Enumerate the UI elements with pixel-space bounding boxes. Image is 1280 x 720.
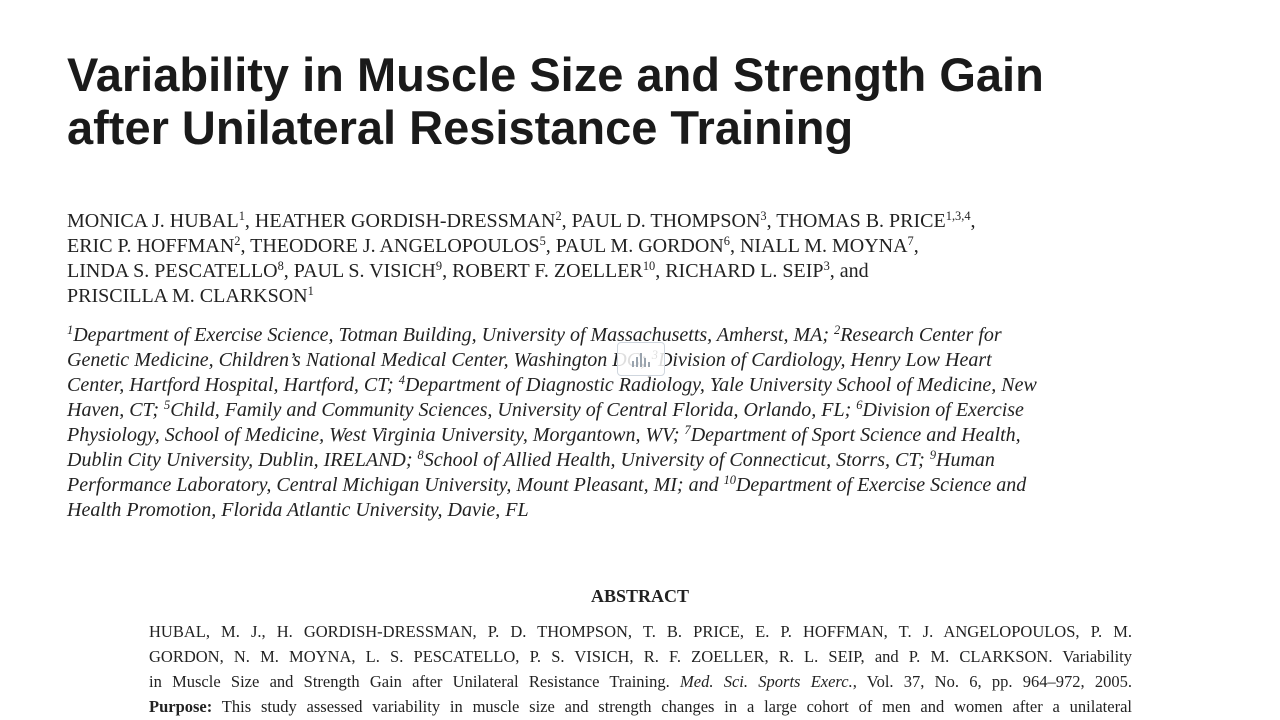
superscript: 5 [164, 398, 171, 413]
text-line: Physiology, School of Medicine, West Vir… [67, 423, 1037, 448]
superscript: 1 [307, 284, 314, 299]
text-run: Genetic Medicine, Children’s National Me… [67, 349, 652, 371]
text-line: in Muscle Size and Strength Gain after U… [149, 669, 1132, 694]
text-run: Department of Exercise Science, Totman B… [73, 324, 835, 346]
text-run: , [913, 235, 919, 257]
superscript: 2 [234, 234, 241, 249]
superscript: 8 [417, 448, 424, 463]
text-run: Dublin City University, Dublin, IRELAND; [67, 449, 418, 471]
text-run: , RICHARD L. SEIP [655, 260, 824, 282]
text-run: , PAUL S. VISICH [283, 260, 436, 282]
text-run: HUBAL, M. J., H. GORDISH-DRESSMAN, P. D.… [149, 622, 1132, 641]
abstract: HUBAL, M. J., H. GORDISH-DRESSMAN, P. D.… [149, 619, 1132, 719]
affiliations: 1Department of Exercise Science, Totman … [67, 323, 1037, 523]
text-line: ERIC P. HOFFMAN2, THEODORE J. ANGELOPOUL… [67, 234, 976, 259]
text-run: , Vol. 37, No. 6, pp. 964–972, 2005. [852, 672, 1133, 691]
text-run: School of Allied Health, University of C… [423, 449, 930, 471]
title-line: after Unilateral Resistance Training [67, 101, 854, 154]
superscript: 4 [398, 373, 405, 388]
text-run: Center, Hartford Hospital, Hartford, CT; [67, 374, 399, 396]
text-line: MONICA J. HUBAL1, HEATHER GORDISH-DRESSM… [67, 209, 976, 234]
text-run: ERIC P. HOFFMAN [67, 235, 235, 257]
text-run: Division of Exercise [862, 399, 1024, 421]
superscript: 6 [723, 234, 730, 249]
text-run: LINDA S. PESCATELLO [67, 260, 278, 282]
text-run: Division of Cardiology, Henry Low Heart [657, 349, 992, 371]
title: Variability in Muscle Size and Strength … [67, 48, 1044, 154]
text-run: MONICA J. HUBAL [67, 210, 239, 232]
text-run: Department of Exercise Science and [735, 474, 1027, 496]
text-run: , PAUL D. THOMPSON [561, 210, 761, 232]
text-run: Med. Sci. Sports Exerc. [680, 672, 853, 691]
superscript: 9 [929, 448, 937, 463]
text-line: PRISCILLA M. CLARKSON1 [67, 284, 976, 309]
superscript: 7 [907, 234, 914, 249]
text-run: , ROBERT F. ZOELLER [442, 260, 643, 282]
text-run: This study assessed variability in muscl… [212, 697, 1132, 716]
title-line: Variability in Muscle Size and Strength … [67, 48, 1044, 101]
text-line: Purpose: This study assessed variability… [149, 694, 1132, 719]
text-line: Center, Hartford Hospital, Hartford, CT;… [67, 373, 1037, 398]
text-run: , [970, 210, 976, 232]
text-line: 1Department of Exercise Science, Totman … [67, 323, 1037, 348]
superscript: 1 [238, 209, 245, 224]
text-run: Health Promotion, Florida Atlantic Unive… [67, 499, 529, 521]
superscript: 6 [856, 398, 863, 413]
text-run: Department of Diagnostic Radiology, Yale… [404, 374, 1037, 396]
text-run: GORDON, N. M. MOYNA, L. S. PESCATELLO, P… [149, 647, 1132, 666]
text-run: Performance Laboratory, Central Michigan… [67, 474, 724, 496]
superscript: 8 [277, 259, 284, 274]
superscript: 7 [684, 423, 691, 438]
superscript: 10 [642, 259, 656, 274]
text-run: , NIALL M. MOYNA [729, 235, 908, 257]
text-run: PRISCILLA M. CLARKSON [67, 285, 308, 307]
text-line: Genetic Medicine, Children’s National Me… [67, 348, 1037, 373]
superscript: 3 [823, 259, 830, 274]
text-run: in Muscle Size and Strength Gain after U… [149, 672, 681, 691]
text-run: , THOMAS B. PRICE [766, 210, 946, 232]
superscript: 1 [67, 323, 74, 338]
superscript: 5 [539, 234, 546, 249]
superscript: 10 [723, 473, 736, 488]
superscript: 9 [435, 259, 443, 274]
text-line: HUBAL, M. J., H. GORDISH-DRESSMAN, P. D.… [149, 619, 1132, 644]
text-run: , PAUL M. GORDON [545, 235, 724, 257]
superscript: 2 [555, 209, 562, 224]
text-run: Department of Sport Science and Health, [690, 424, 1021, 446]
superscript: 1,3,4 [945, 209, 971, 224]
superscript: 3 [760, 209, 767, 224]
loading-indicator [617, 342, 665, 376]
text-run: Physiology, School of Medicine, West Vir… [67, 424, 685, 446]
text-run: , and [829, 260, 869, 282]
text-run: Child, Family and Community Sciences, Un… [170, 399, 857, 421]
text-line: LINDA S. PESCATELLO8, PAUL S. VISICH9, R… [67, 259, 976, 284]
authors: MONICA J. HUBAL1, HEATHER GORDISH-DRESSM… [67, 209, 976, 309]
text-run: Purpose: [149, 697, 213, 716]
abstract-heading: ABSTRACT [590, 586, 690, 606]
text-run: Research Center for [840, 324, 1002, 346]
text-run: , THEODORE J. ANGELOPOULOS [240, 235, 540, 257]
text-run: Human [936, 449, 995, 471]
text-line: Performance Laboratory, Central Michigan… [67, 473, 1037, 498]
text-line: Health Promotion, Florida Atlantic Unive… [67, 498, 1037, 523]
text-line: Dublin City University, Dublin, IRELAND;… [67, 448, 1037, 473]
text-run: Haven, CT; [67, 399, 165, 421]
superscript: 2 [834, 323, 841, 338]
text-line: GORDON, N. M. MOYNA, L. S. PESCATELLO, P… [149, 644, 1132, 669]
text-line: Haven, CT; 5Child, Family and Community … [67, 398, 1037, 423]
text-run: , HEATHER GORDISH-DRESSMAN [244, 210, 556, 232]
